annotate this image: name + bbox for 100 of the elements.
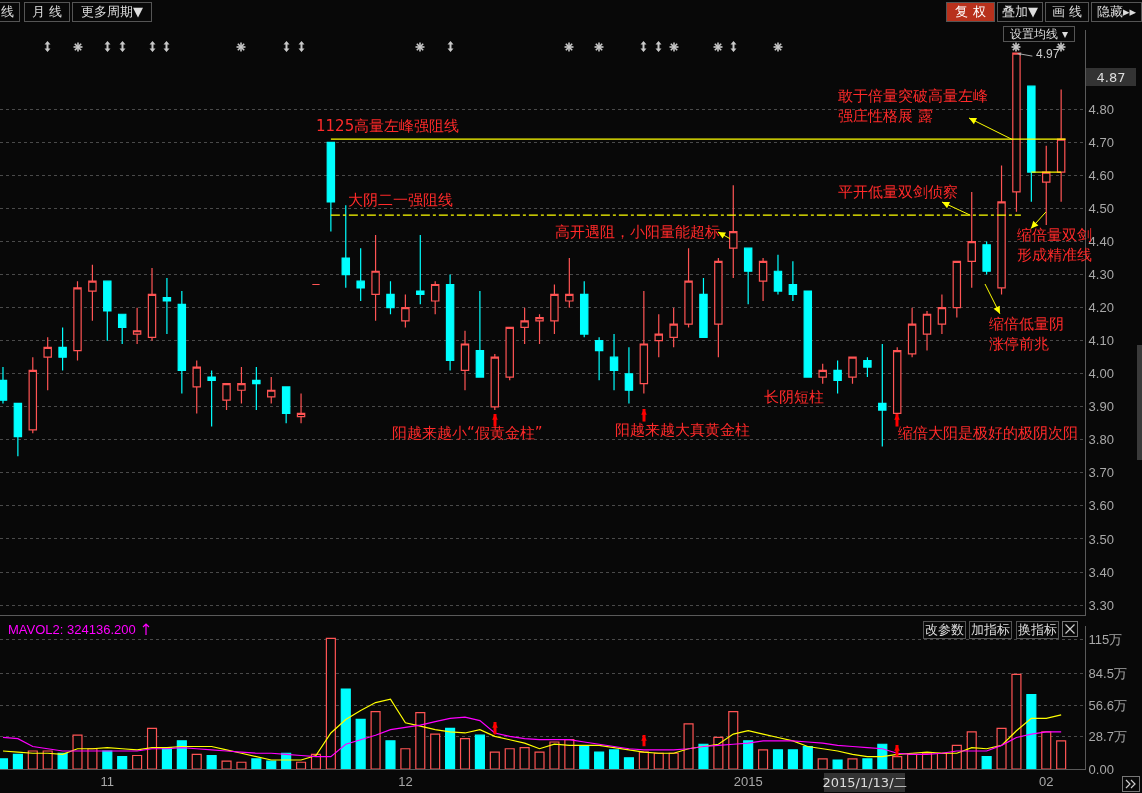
candlestick — [386, 280, 395, 315]
candlestick — [967, 191, 976, 289]
candlestick — [237, 366, 246, 405]
bar — [832, 759, 843, 769]
candlestick — [579, 280, 589, 338]
candlestick — [13, 402, 23, 457]
y-tick-label: 115万 — [1088, 632, 1123, 648]
bar — [996, 727, 1007, 769]
candlestick — [892, 346, 902, 414]
bar — [579, 745, 590, 769]
bar — [87, 748, 98, 769]
candlestick — [654, 313, 663, 358]
candlestick — [1042, 145, 1051, 226]
candlestick — [311, 283, 321, 286]
x-tick-label: 2015 — [733, 773, 763, 789]
bar — [459, 738, 471, 769]
y-tick-label: 3.40 — [1088, 564, 1114, 580]
bar — [862, 758, 873, 769]
bar — [713, 736, 724, 769]
candlestick — [222, 383, 231, 411]
bar — [340, 688, 351, 769]
bar — [430, 733, 441, 769]
candlestick — [177, 290, 187, 395]
bar — [683, 723, 694, 769]
candlestick — [430, 280, 440, 315]
bar — [638, 751, 649, 769]
y-tick-label: 4.50 — [1088, 201, 1114, 217]
y-tick-label: 3.90 — [1088, 399, 1114, 415]
candlestick — [952, 260, 962, 319]
candlestick — [207, 369, 216, 428]
bar — [981, 756, 992, 769]
candlestick — [550, 283, 559, 335]
bar — [176, 740, 187, 769]
bar — [12, 753, 23, 769]
candlestick — [103, 280, 112, 342]
candlestick — [743, 247, 753, 305]
candlestick — [863, 356, 872, 378]
bar — [758, 749, 769, 769]
candlestick — [878, 343, 887, 448]
bar — [42, 750, 53, 769]
candlestick — [371, 234, 380, 322]
bar — [251, 758, 262, 769]
annotation: 缩倍大阳是极好的极阴次阳 — [898, 424, 1078, 442]
bar — [191, 753, 202, 769]
candlestick — [505, 326, 514, 381]
candlestick — [0, 366, 8, 405]
bar — [206, 754, 217, 769]
bar — [847, 758, 858, 769]
annotation: 阳越来越大真黄金柱 — [615, 421, 750, 439]
y-tick-label: 3.70 — [1088, 465, 1114, 481]
bar — [117, 756, 128, 769]
annotation: 敢于倍量突破高量左峰强庄性格展 露 — [838, 87, 988, 125]
bar — [817, 758, 828, 769]
bar — [564, 739, 575, 769]
candlestick — [937, 293, 947, 335]
candlestick — [609, 333, 619, 391]
candlestick — [73, 280, 82, 362]
text: 画 线 — [1045, 2, 1089, 22]
bar — [415, 712, 426, 769]
bar — [72, 734, 83, 769]
candlestick — [788, 260, 798, 302]
candlestick — [192, 359, 201, 414]
ref-line-label: 1125高量左峰强阻线 — [316, 117, 460, 135]
candlestick — [490, 353, 500, 411]
y-tick-label: 4.60 — [1088, 167, 1114, 183]
candlestick — [460, 330, 470, 391]
candlestick — [356, 247, 365, 302]
annotation: 设置均线 ▾ — [1003, 26, 1075, 42]
bar — [489, 751, 500, 769]
bar — [653, 752, 664, 769]
bar — [355, 718, 366, 769]
bar — [146, 727, 158, 769]
x-tick-label: 12 — [398, 773, 413, 789]
candlestick — [281, 386, 291, 424]
candlestick — [922, 310, 932, 352]
bar — [370, 710, 381, 769]
bar — [623, 757, 635, 769]
bar — [445, 727, 456, 769]
text: 线 — [0, 2, 20, 22]
candlestick — [58, 326, 67, 372]
y-tick-label: 56.6万 — [1088, 697, 1127, 713]
candlestick — [341, 204, 351, 289]
bar — [787, 749, 798, 769]
candlestick — [43, 336, 52, 391]
x-tick-label: 11 — [100, 773, 115, 789]
y-tick-label: 4.20 — [1088, 300, 1114, 316]
bar — [936, 752, 947, 769]
candlestick — [684, 247, 693, 329]
candlestick — [729, 184, 738, 279]
bar — [1056, 740, 1067, 769]
y-tick-label: 84.5万 — [1088, 666, 1127, 682]
text: 4.87 — [1086, 68, 1136, 86]
candlestick — [803, 290, 813, 378]
candlestick — [28, 356, 38, 434]
candlestick — [594, 336, 604, 381]
candlestick — [1027, 85, 1036, 203]
candlestick — [1012, 52, 1021, 213]
bar — [549, 741, 560, 769]
bar — [519, 747, 530, 769]
text: 隐藏▸▸ — [1091, 2, 1142, 22]
